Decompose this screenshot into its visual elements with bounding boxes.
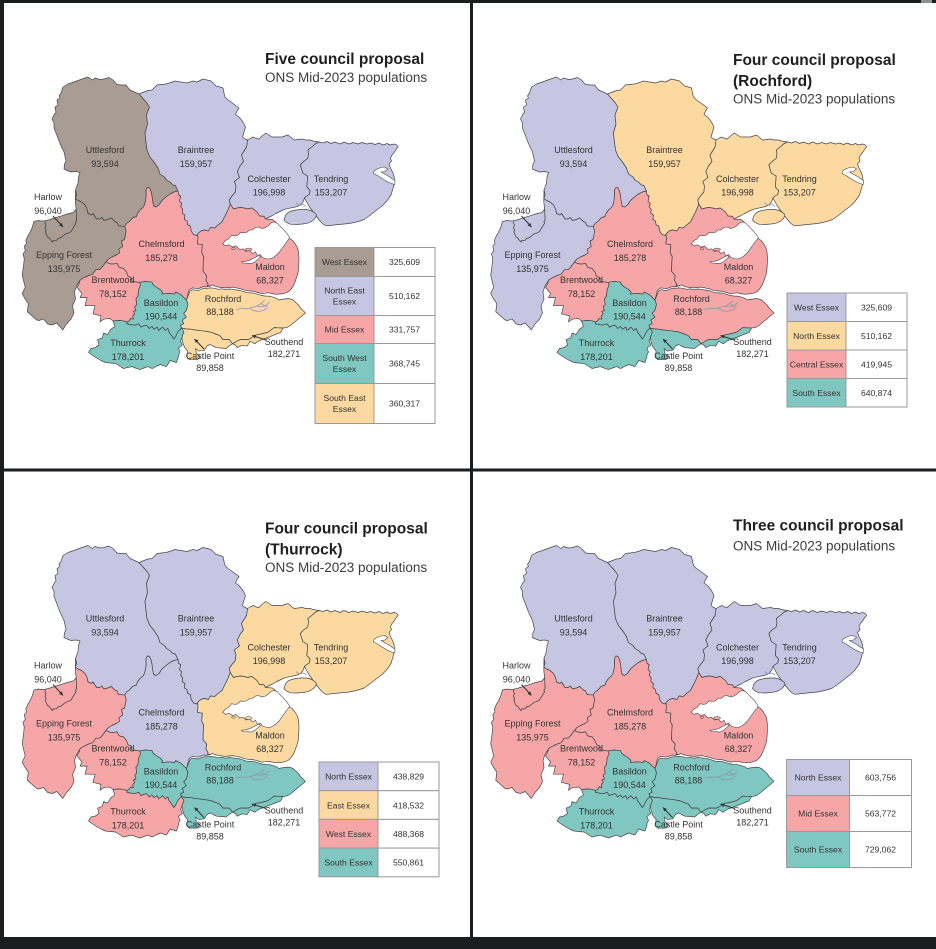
svg-text:Four council proposal: Four council proposal <box>733 52 896 69</box>
svg-text:ONS Mid-2023 populations: ONS Mid-2023 populations <box>265 560 427 575</box>
svg-text:(Rochford): (Rochford) <box>733 73 812 90</box>
svg-text:Essex: Essex <box>333 404 357 414</box>
svg-text:438,829: 438,829 <box>393 772 424 782</box>
svg-text:488,368: 488,368 <box>393 829 424 839</box>
svg-text:331,757: 331,757 <box>389 325 420 335</box>
svg-text:South East: South East <box>323 393 366 403</box>
svg-text:Essex: Essex <box>333 297 357 307</box>
svg-text:North Essex: North Essex <box>325 772 373 782</box>
svg-text:419,945: 419,945 <box>861 359 892 369</box>
svg-text:ONS Mid-2023 populations: ONS Mid-2023 populations <box>733 92 895 107</box>
svg-text:South West: South West <box>322 353 367 363</box>
svg-text:Essex: Essex <box>333 364 357 374</box>
svg-text:603,756: 603,756 <box>865 773 896 783</box>
svg-text:North East: North East <box>324 286 365 296</box>
svg-text:Five council proposal: Five council proposal <box>265 51 424 68</box>
svg-text:Three council proposal: Three council proposal <box>733 518 904 535</box>
svg-text:East Essex: East Essex <box>327 800 371 810</box>
svg-text:Four council proposal: Four council proposal <box>265 521 428 538</box>
svg-text:325,609: 325,609 <box>389 257 420 267</box>
svg-text:325,609: 325,609 <box>861 302 892 312</box>
svg-text:360,317: 360,317 <box>389 399 420 409</box>
svg-text:Mid Essex: Mid Essex <box>798 809 838 819</box>
svg-text:North Essex: North Essex <box>793 331 841 341</box>
svg-text:Central Essex: Central Essex <box>790 359 844 369</box>
svg-text:South Essex: South Essex <box>324 858 373 868</box>
svg-text:West Essex: West Essex <box>794 302 840 312</box>
svg-text:ONS Mid-2023 populations: ONS Mid-2023 populations <box>265 70 427 85</box>
svg-text:510,162: 510,162 <box>861 331 892 341</box>
svg-text:640,874: 640,874 <box>861 388 892 398</box>
svg-text:729,062: 729,062 <box>865 845 896 855</box>
svg-text:ONS Mid-2023 populations: ONS Mid-2023 populations <box>733 539 895 554</box>
svg-text:Mid Essex: Mid Essex <box>325 325 365 335</box>
svg-text:368,745: 368,745 <box>389 359 420 369</box>
svg-text:(Thurrock): (Thurrock) <box>265 542 343 559</box>
svg-text:South Essex: South Essex <box>794 845 843 855</box>
svg-text:418,532: 418,532 <box>393 800 424 810</box>
svg-text:563,772: 563,772 <box>865 809 896 819</box>
svg-text:550,861: 550,861 <box>393 858 424 868</box>
svg-text:West Essex: West Essex <box>326 829 372 839</box>
svg-text:North Essex: North Essex <box>795 773 843 783</box>
svg-text:510,162: 510,162 <box>389 291 420 301</box>
svg-text:West Essex: West Essex <box>322 257 368 267</box>
svg-text:South Essex: South Essex <box>792 388 841 398</box>
